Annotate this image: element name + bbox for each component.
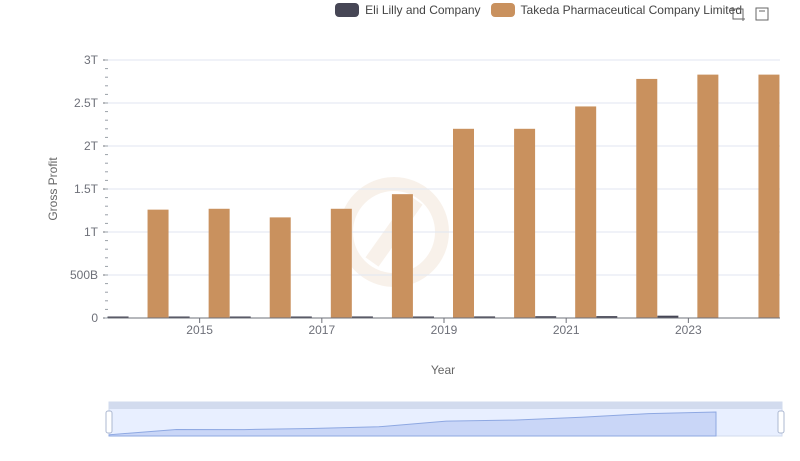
zoom-slider-handle-left[interactable]	[105, 410, 113, 434]
bar	[636, 78, 658, 318]
bar	[413, 316, 434, 318]
x-tick-labels: 2015 2017 2019 2021 2023	[186, 318, 702, 337]
bar	[168, 316, 190, 318]
bar	[229, 316, 251, 318]
y-tick-label: 1T	[84, 225, 99, 239]
x-tick-label: 2021	[553, 323, 580, 337]
x-tick-label: 2017	[308, 323, 335, 337]
bar	[269, 217, 291, 318]
restore-icon[interactable]	[754, 6, 770, 22]
bar	[474, 316, 496, 318]
bar	[107, 316, 129, 318]
bar	[514, 128, 536, 318]
bar	[657, 315, 679, 318]
zoom-slider-handle-bar[interactable]	[109, 402, 782, 409]
y-tick-label: 2T	[84, 139, 99, 153]
legend-item-takeda[interactable]: Takeda Pharmaceutical Company Limited	[490, 3, 742, 17]
bar	[208, 208, 230, 318]
bar	[575, 106, 597, 318]
bar	[697, 74, 719, 319]
legend-label-takeda: Takeda Pharmaceutical Company Limited	[520, 3, 742, 17]
y-tick-label: 3T	[84, 53, 99, 67]
legend-swatch-takeda	[490, 3, 515, 17]
y-tick-label: 0	[91, 311, 98, 325]
bar	[391, 194, 413, 318]
zoom-slider-handle-right[interactable]	[777, 410, 785, 434]
y-tick-labels: 0 500B 1T 1.5T 2T 2.5T 3T	[70, 53, 99, 325]
x-tick-label: 2023	[675, 323, 702, 337]
x-axis-title: Year	[431, 363, 455, 377]
zoom-slider-preview	[108, 411, 717, 437]
y-tick-label: 1.5T	[74, 182, 99, 196]
chart-legend: Eli Lilly and Company Takeda Pharmaceuti…	[335, 3, 742, 17]
bar	[758, 74, 780, 319]
y-minor-ticks	[105, 59, 108, 319]
chart-toolbox	[730, 6, 770, 22]
data-zoom-slider[interactable]	[105, 401, 785, 437]
y-axis-title: Gross Profit	[46, 157, 60, 221]
bar	[147, 209, 169, 318]
x-tick-label: 2019	[431, 323, 458, 337]
x-tick-label: 2015	[186, 323, 213, 337]
bar	[330, 208, 352, 318]
grid-lines	[103, 59, 780, 319]
bar	[535, 316, 557, 318]
bar	[290, 316, 312, 318]
bar	[351, 316, 373, 318]
y-tick-label: 500B	[70, 268, 98, 282]
zoom-icon[interactable]	[730, 6, 746, 22]
bar	[453, 128, 474, 318]
bar	[596, 316, 618, 318]
legend-swatch-eli-lilly	[335, 3, 360, 17]
legend-item-eli-lilly[interactable]: Eli Lilly and Company	[335, 3, 481, 17]
bars	[107, 74, 780, 319]
y-tick-label: 2.5T	[74, 96, 99, 110]
legend-label-eli-lilly: Eli Lilly and Company	[365, 3, 481, 17]
